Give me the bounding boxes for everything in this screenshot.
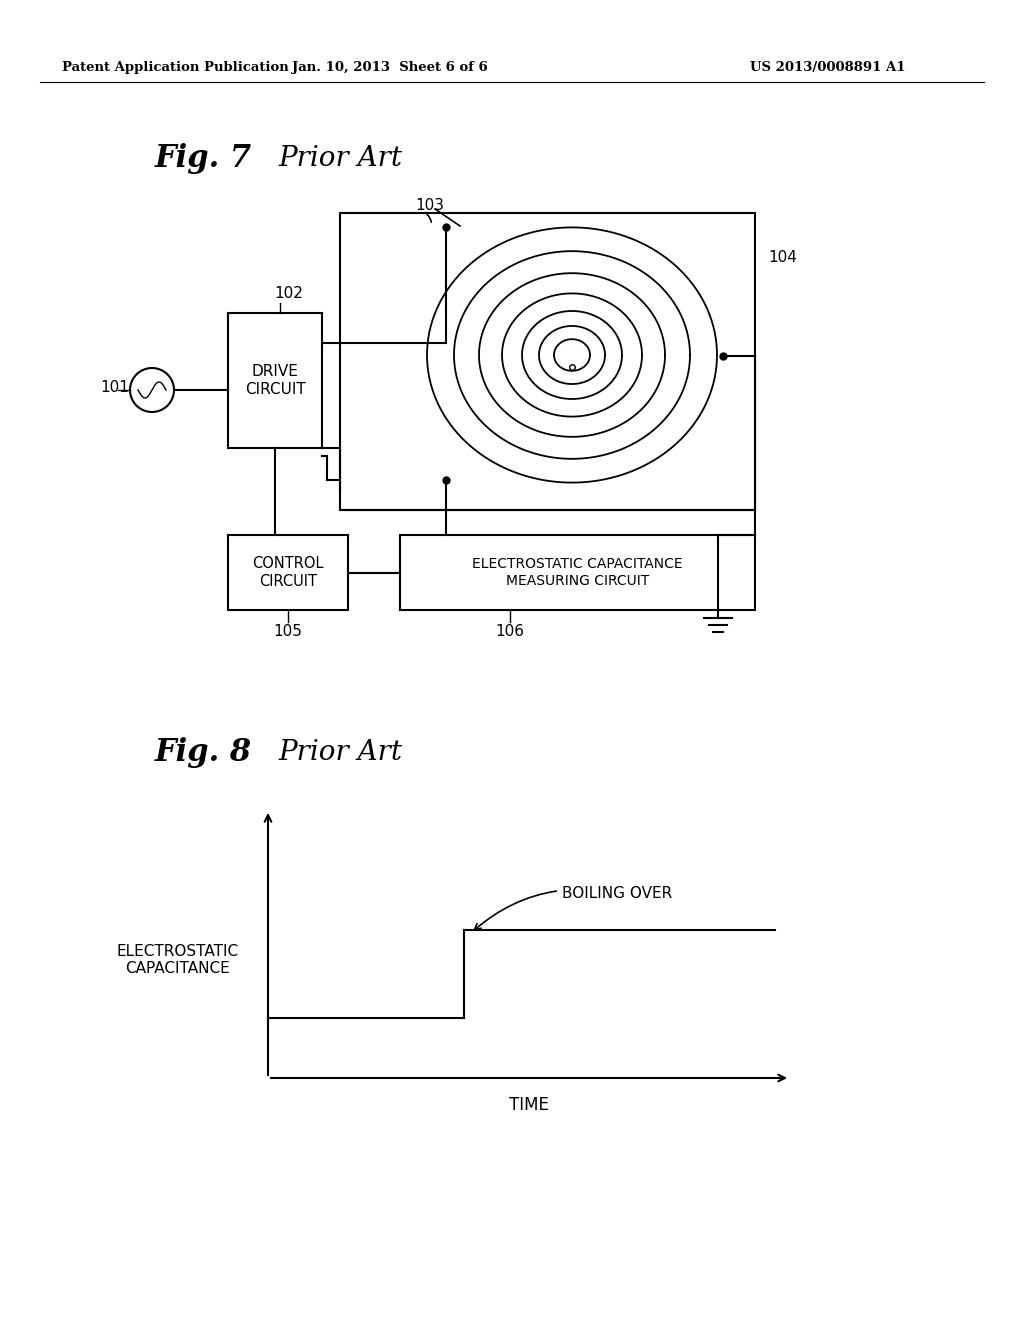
Text: DRIVE
CIRCUIT: DRIVE CIRCUIT	[245, 364, 305, 397]
Text: TIME: TIME	[509, 1096, 549, 1114]
Text: CONTROL
CIRCUIT: CONTROL CIRCUIT	[252, 556, 324, 589]
Text: US 2013/0008891 A1: US 2013/0008891 A1	[750, 62, 905, 74]
Text: ELECTROSTATIC
CAPACITANCE: ELECTROSTATIC CAPACITANCE	[117, 944, 239, 977]
Text: BOILING OVER: BOILING OVER	[474, 886, 672, 929]
Text: 102: 102	[274, 285, 303, 301]
Text: 101: 101	[100, 380, 129, 396]
Text: 103: 103	[416, 198, 444, 214]
Text: Fig. 8: Fig. 8	[155, 737, 252, 767]
Text: Prior Art: Prior Art	[278, 738, 402, 766]
Text: Fig. 7: Fig. 7	[155, 143, 252, 173]
Text: 105: 105	[273, 624, 302, 639]
Text: Patent Application Publication: Patent Application Publication	[62, 62, 289, 74]
Text: Prior Art: Prior Art	[278, 144, 402, 172]
Bar	[400, 535, 755, 610]
Text: 106: 106	[496, 624, 524, 639]
Text: ELECTROSTATIC CAPACITANCE
MEASURING CIRCUIT: ELECTROSTATIC CAPACITANCE MEASURING CIRC…	[472, 557, 683, 587]
Bar	[340, 213, 755, 510]
Bar	[228, 535, 348, 610]
Text: 104: 104	[768, 251, 797, 265]
Text: Jan. 10, 2013  Sheet 6 of 6: Jan. 10, 2013 Sheet 6 of 6	[292, 62, 487, 74]
Bar	[228, 313, 322, 447]
